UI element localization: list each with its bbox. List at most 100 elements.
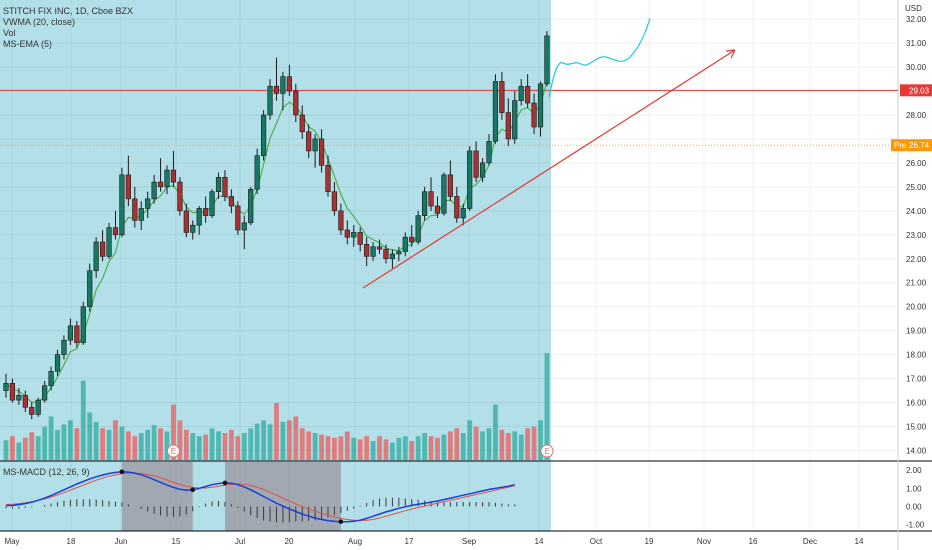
candle-body [273,85,280,94]
candle [531,93,537,135]
time-tick-3: 15 [172,537,181,546]
volume-bar [306,431,312,460]
candle [54,349,61,377]
candle-body [299,114,305,133]
candle-body [29,406,35,415]
time-tick-1: 18 [67,537,76,546]
candle-body [280,76,286,94]
candle-body [357,232,363,245]
volume-bar [48,416,54,460]
candle-body [260,114,267,157]
candle [61,335,67,360]
symbol-legend[interactable]: STITCH FIX INC, 1D, Cboe BZX [3,6,134,16]
candle [9,378,16,403]
candle-body [138,208,144,221]
vwma-legend[interactable]: VWMA (20, close) [3,17,76,27]
volume-bar [203,434,209,460]
candle [331,182,338,216]
earnings-label: E [171,447,176,456]
price-tag: 29.03 [900,84,932,97]
time-tick-0: May [4,537,19,546]
candle [106,222,112,259]
candle [415,210,421,245]
time-tick-13: 16 [749,537,758,546]
volume-bar [325,436,331,460]
macd-tick-0: 2.00 [906,466,922,475]
vol-legend[interactable]: Vol [3,28,16,38]
volume-bar [125,431,131,460]
candle [22,390,28,413]
volume-bar [235,436,241,460]
candle-body [434,205,441,214]
price-tick-6: 20.00 [906,303,927,312]
candle-body [209,191,215,216]
candle [190,220,196,240]
support-trendline [362,49,736,289]
candle-body [170,169,177,183]
ema-legend[interactable]: MS-EMA (5) [3,39,53,49]
candle-body [125,174,131,200]
candle-body [402,236,408,252]
volume-bar [248,428,254,460]
candle [351,225,357,247]
price-tag-text: 29.03 [909,86,930,95]
volume-bar [428,436,434,460]
candle-body [396,251,402,255]
volume-bar [383,439,389,460]
candle [499,71,505,120]
candle-body [318,138,325,166]
candle-body [518,85,524,101]
candle [209,189,215,219]
candle [318,129,325,173]
candle [402,232,408,257]
volume-bar [512,431,518,460]
volume-bar [35,436,41,460]
candle-body [100,241,106,257]
candle [518,79,524,106]
candle [16,388,22,405]
volume-bar [480,431,485,460]
price-tick-5: 19.00 [906,327,927,336]
candle-body [35,399,41,415]
volume-bar [222,433,228,460]
candle-body [473,150,479,178]
volume-bar [538,420,543,460]
candle [299,105,305,139]
candle [119,167,125,238]
volume-bar [55,429,60,460]
time-tick-12: Nov [697,537,711,546]
candle-body [351,232,357,238]
candle [376,239,383,254]
pre-price: 26.74 [909,141,930,150]
volume-bar [531,426,537,460]
candle-body [241,222,247,231]
volume-bar [332,437,337,460]
volume-bar [10,436,15,460]
macd-line [5,470,515,523]
candle [370,241,376,262]
volume-bar [119,426,125,460]
pre-tag-bg [891,139,932,152]
volume-bar [196,436,202,460]
candle-body [16,395,22,401]
volume-bar [267,424,273,460]
candle [125,155,131,207]
candle-body [492,81,499,142]
candle [364,237,370,266]
candle-body [93,241,99,272]
candle-body [306,131,312,152]
candle [48,366,54,391]
macd-legend[interactable]: MS-MACD (12, 26, 9) [3,467,90,477]
volume-bar [113,420,118,460]
volume-bar [396,437,402,460]
volume-bar [87,412,93,460]
volume-bar [544,353,550,460]
candle [293,83,299,123]
candle [112,210,119,240]
candle-body [54,354,61,372]
candle [396,246,402,262]
candle-body [454,196,460,219]
volume-bar [351,437,357,460]
price-tick-7: 21.00 [906,279,927,288]
